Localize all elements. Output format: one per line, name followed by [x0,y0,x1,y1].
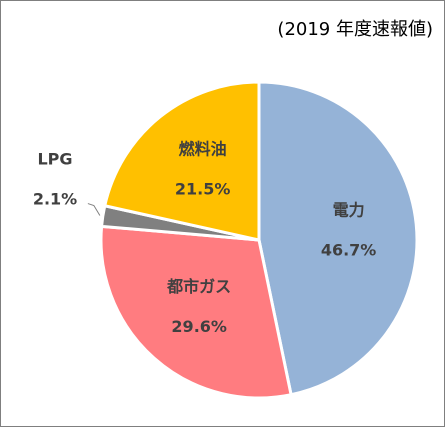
slice-label: LPG [37,150,72,169]
value-label: 29.6% [171,317,227,336]
chart-subtitle: (2019 年度速報値) [277,19,433,40]
value-label: 2.1% [33,190,77,209]
pie-slice [99,224,293,400]
leader-line [87,203,101,216]
slice-label: 電力 [333,200,365,219]
value-label: 21.5% [175,179,231,198]
pie-slice [257,80,419,397]
slice-label: 都市ガス [166,277,231,296]
value-label: 46.7% [321,240,377,259]
slice-label: 燃料油 [179,139,227,158]
pie-slice [102,80,261,242]
